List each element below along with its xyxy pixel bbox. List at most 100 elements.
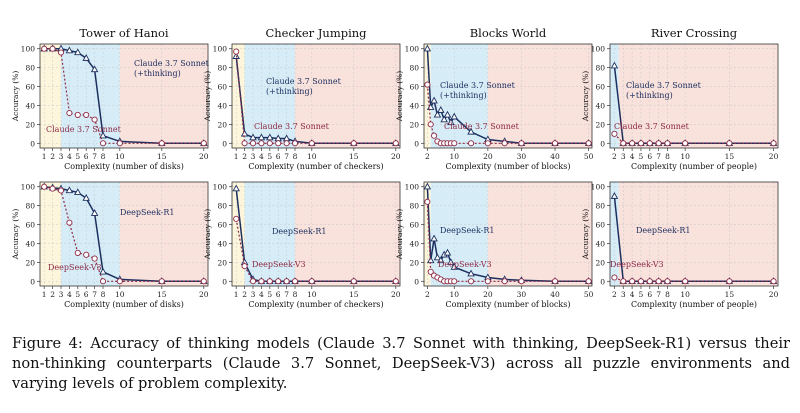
data-point-circle [664,278,671,285]
y-tick-label: 40 [595,239,605,248]
data-point-circle [99,140,107,147]
y-axis-label: Accuracy (%) [203,71,212,123]
x-tick-label: 20 [769,290,779,299]
x-tick-label: 2 [242,290,247,299]
x-tick-label: 15 [349,290,359,299]
y-tick-label: 20 [409,258,419,267]
data-point-circle [283,140,290,147]
data-point-triangle [443,110,452,118]
data-point-circle [258,140,265,147]
series-annotation: DeepSeek-V3 [252,260,306,269]
series-line-nonthinking [613,133,774,144]
data-point-triangle [430,96,438,104]
x-tick-label: 20 [769,152,779,161]
series-annotation: (+thinking) [266,87,313,96]
plot-frame [423,43,593,149]
x-tick-label: 20 [199,152,209,161]
data-point-triangle [82,193,90,201]
data-point-circle [83,111,90,118]
x-tick-label: 6 [647,152,652,161]
y-tick-label: 80 [409,202,419,211]
x-tick-label: 10 [680,290,690,299]
data-point-circle [49,45,56,52]
x-tick-label: 6 [276,152,281,161]
data-point-circle [392,140,399,147]
data-point-circle [258,278,265,285]
data-point-circle [518,278,525,285]
complexity-zone-red [119,182,208,286]
x-tick-label: 7 [284,290,289,299]
data-point-triangle [437,106,445,113]
data-point-circle [99,278,107,285]
x-tick-label: 10 [115,152,125,161]
y-tick-label: 0 [414,277,419,286]
x-tick-label: 20 [483,290,493,299]
data-point-circle [629,278,636,285]
chart-title: River Crossing [651,26,738,40]
x-tick-label: 3 [251,152,256,161]
data-point-circle [620,278,627,285]
y-axis-label: Accuracy (%) [581,71,590,123]
x-tick-label: 10 [449,290,459,299]
y-tick-label: 20 [595,120,605,129]
series-annotation: Claude 3.7 Sonnet [440,81,516,90]
x-tick-label: 15 [349,152,359,161]
data-point-triangle [430,234,438,242]
data-point-triangle [467,127,475,135]
complexity-zone-red [618,44,778,148]
x-axis-label: Complexity (number of blocks) [446,300,571,309]
x-tick-label: 7 [92,290,97,299]
chart-panel-2: 0 20 40 60 80 100 1 2 3 4 5 6 7 8 10 15 20 Complexity (nu… [203,26,401,171]
y-tick-label: 20 [25,258,35,267]
y-tick-label: 40 [25,239,35,248]
figure-caption: Figure 4: Accuracy of thinking models (C… [12,335,790,392]
x-tick-label: 20 [391,152,401,161]
data-point-triangle [74,188,82,196]
complexity-zone-red [487,182,592,286]
x-tick-label: 8 [101,290,106,299]
y-tick-label: 40 [217,239,227,248]
y-tick-label: 100 [21,45,36,54]
data-point-circle [682,140,689,147]
y-tick-label: 40 [217,101,227,110]
y-tick-label: 20 [25,120,35,129]
x-tick-label: 15 [157,152,167,161]
x-tick-label: 4 [259,152,264,161]
x-tick-label: 15 [157,290,167,299]
plot-frame [39,181,209,287]
x-tick-label: 1 [234,152,239,161]
chart-panel-1: 0 20 40 60 80 100 1 2 3 4 5 6 7 8 10 15 20 Complexity (nu… [11,26,209,171]
data-point-circle [116,278,123,285]
y-tick-label: 0 [30,277,35,286]
x-tick-label: 8 [293,290,298,299]
y-tick-label: 100 [21,183,36,192]
data-point-circle [200,140,207,147]
y-tick-label: 20 [217,120,227,129]
data-point-circle [233,48,240,55]
x-tick-label: 20 [391,290,401,299]
data-point-triangle [433,253,442,261]
data-point-circle [249,278,257,285]
complexity-zone-red [119,44,208,148]
y-tick-label: 40 [25,101,35,110]
data-point-circle [551,140,559,147]
data-point-triangle [443,248,452,256]
complexity-zone-blue [430,44,488,148]
data-point-triangle [437,256,445,264]
data-point-circle [350,278,357,285]
data-point-circle [451,140,458,147]
x-tick-label: 10 [307,152,317,161]
x-axis-label: Complexity (number of checkers) [248,300,383,309]
x-tick-label: 6 [276,290,281,299]
y-tick-label: 0 [222,139,227,148]
x-tick-label: 4 [630,152,635,161]
x-tick-label: 7 [92,152,97,161]
data-point-circle [637,278,644,285]
series-annotation: Claude 3.7 Sonnet [254,122,330,131]
data-point-circle [629,140,636,147]
data-point-circle [484,278,491,285]
series-annotation: Claude 3.7 Sonnet [626,81,702,90]
complexity-zone-blue [61,182,120,286]
data-point-triangle [240,129,249,137]
